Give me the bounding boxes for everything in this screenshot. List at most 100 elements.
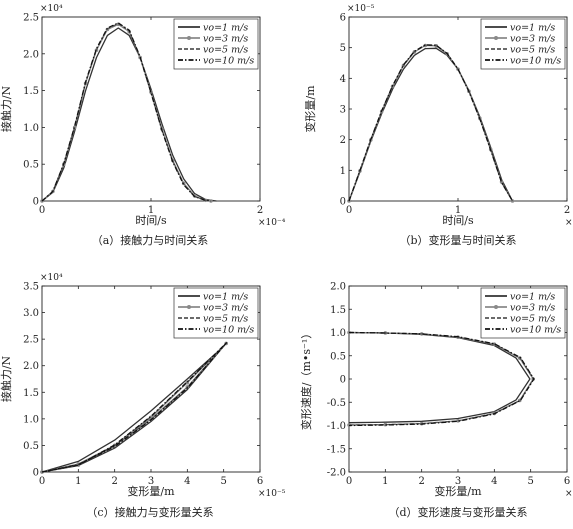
legend-marker — [187, 36, 191, 40]
x-tick-label: 1 — [148, 205, 154, 216]
y-axis-label: 接触力/N — [0, 85, 13, 132]
x-tick-label: 2 — [418, 476, 424, 487]
y-tick-label: 2.0 — [23, 49, 39, 60]
legend-entry: vo=1 m/s — [510, 292, 555, 303]
legend-entry: vo=5 m/s — [203, 314, 248, 325]
y-tick-label: 5 — [340, 43, 346, 54]
legend-entry: vo=3 m/s — [203, 303, 248, 314]
y-tick-label: 2.0 — [23, 361, 39, 372]
y-tick-label: -2.0 — [327, 468, 346, 479]
y-tick-label: 1.0 — [330, 328, 346, 339]
x-tick-label: 1 — [382, 476, 388, 487]
legend-entry: vo=1 m/s — [203, 292, 248, 303]
legend-entry: vo=5 m/s — [510, 314, 555, 325]
x-axis-label: 变形量/m — [127, 484, 175, 498]
x-tick-label: 0 — [39, 205, 45, 216]
series-line-1 — [348, 47, 514, 202]
chart-panel-c: 0 1 2 3 4 5 6 0 0.5 1.0 1.5 2.0 2.5 3.0 3.5×10⁴ ×10⁻⁵ 变形… — [0, 273, 286, 519]
legend-entry: vo=5 m/s — [510, 45, 555, 56]
y-tick-label: -1.5 — [327, 444, 346, 455]
y-tick-label: 0 — [33, 468, 39, 479]
series-line-4 — [348, 44, 514, 202]
legend-marker — [494, 36, 498, 40]
x-tick-label: 2 — [257, 205, 263, 216]
x-tick-label: 5 — [527, 476, 533, 487]
legend-entry: vo=5 m/s — [203, 45, 248, 56]
y-tick-label: 4 — [340, 74, 346, 85]
y-tick-label: 3.0 — [23, 308, 39, 319]
series-line-3 — [41, 342, 228, 473]
x-tick-label: 3 — [148, 476, 154, 487]
y-tick-label: 1 — [340, 166, 346, 177]
y-axis-multiplier: ×10⁴ — [40, 4, 63, 14]
legend-entry: vo=1 m/s — [203, 23, 248, 34]
chart-panel-b: 0 1 2 0 1 2 3 4 5 6×10⁻⁵ ×10⁻⁴ 时间/s 变形量/m （b）变形量与时间关系… — [303, 4, 573, 247]
y-axis-label: 变形速度/（m•s⁻¹） — [299, 328, 313, 431]
y-axis-label: 变形量/m — [303, 85, 317, 133]
legend-entry: vo=10 m/s — [203, 56, 254, 67]
y-tick-label: 1.5 — [23, 86, 39, 97]
x-tick-label: 3 — [455, 476, 461, 487]
legend-marker — [494, 305, 498, 309]
y-tick-label: 1.0 — [23, 123, 39, 134]
panel-caption: （b）变形量与时间关系 — [399, 233, 516, 247]
x-axis-label: 时间/s — [442, 214, 474, 227]
x-tick-label: 2 — [111, 476, 117, 487]
y-tick-label: -0.5 — [327, 398, 346, 409]
x-tick-label: 0 — [346, 205, 352, 216]
y-tick-label: 2.0 — [330, 282, 346, 293]
series-line-4 — [41, 22, 212, 202]
legend-entry: vo=10 m/s — [510, 56, 561, 67]
y-tick-label: 0.5 — [23, 441, 39, 452]
y-tick-label: 0 — [340, 375, 346, 386]
y-tick-label: 0 — [340, 197, 346, 208]
series-line-2 — [348, 331, 534, 426]
legend-entry: vo=3 m/s — [203, 34, 248, 45]
chart-panel-a: 0 1 2 0 0.5 1.0 1.5 2.0 2.5×10⁴ ×10⁻⁴ 时间/s 接触力/N （a）… — [0, 4, 286, 247]
x-tick-label: 0 — [346, 476, 352, 487]
panel-caption: （d）变形速度与变形量关系 — [388, 505, 527, 519]
x-tick-label: 1 — [75, 476, 81, 487]
panel-caption: （a）接触力与时间关系 — [92, 233, 209, 247]
x-axis-label: 时间/s — [135, 214, 167, 227]
x-axis-label: 变形量/m — [434, 484, 482, 498]
x-tick-label: 4 — [184, 476, 190, 487]
x-axis-multiplier: ×10⁻⁴ — [565, 218, 573, 228]
y-tick-label: 0.5 — [330, 351, 346, 362]
y-axis-multiplier: ×10⁴ — [40, 273, 63, 283]
series-line-1 — [41, 346, 224, 473]
x-tick-label: 1 — [455, 205, 461, 216]
x-tick-label: 4 — [491, 476, 497, 487]
y-tick-label: 2.5 — [23, 335, 39, 346]
y-tick-label: -1.0 — [327, 421, 346, 432]
legend-marker — [187, 305, 191, 309]
y-tick-label: 0.5 — [23, 160, 39, 171]
chart-panel-d: 0 1 2 3 4 5 6 -2.0 -1.5 -1.0 -0.5 0 0.5 1.0 1.5 2.0 ×10⁻… — [299, 282, 573, 520]
series-line-4 — [348, 331, 535, 427]
series-line-3 — [348, 331, 535, 426]
x-tick-label: 6 — [257, 476, 263, 487]
panel-caption: （c）接触力与变形量关系 — [86, 505, 213, 519]
x-tick-label: 2 — [564, 205, 570, 216]
legend-entry: vo=3 m/s — [510, 303, 555, 314]
y-tick-label: 0 — [33, 197, 39, 208]
y-tick-label: 3 — [340, 105, 346, 116]
x-axis-multiplier: ×10⁻⁴ — [258, 218, 286, 228]
legend-entry: vo=1 m/s — [510, 23, 555, 34]
y-axis-multiplier: ×10⁻⁵ — [347, 4, 375, 14]
series-line-4 — [41, 341, 228, 473]
x-tick-label: 5 — [220, 476, 226, 487]
legend-entry: vo=10 m/s — [203, 325, 254, 336]
y-tick-label: 2.5 — [23, 13, 39, 24]
x-tick-label: 6 — [564, 476, 570, 487]
y-axis-label: 接触力/N — [0, 355, 13, 402]
legend-entry: vo=3 m/s — [510, 34, 555, 45]
y-tick-label: 6 — [340, 13, 346, 24]
x-axis-multiplier: ×10⁻⁵ — [258, 489, 286, 499]
series-line-1 — [41, 27, 217, 202]
y-tick-label: 1.0 — [23, 414, 39, 425]
x-axis-multiplier: ×10⁻⁵ — [565, 489, 573, 499]
legend-entry: vo=10 m/s — [510, 325, 561, 336]
y-tick-label: 2 — [340, 135, 346, 146]
